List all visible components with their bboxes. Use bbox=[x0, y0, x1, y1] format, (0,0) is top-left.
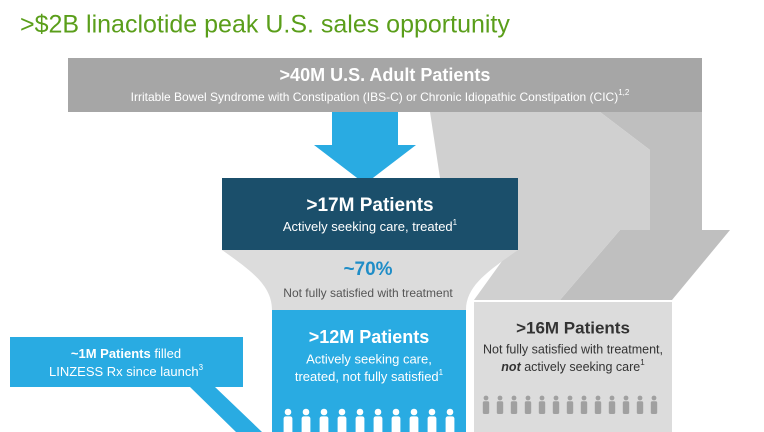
node-label: >40M U.S. Adult Patients bbox=[280, 65, 491, 85]
icon-body bbox=[524, 401, 532, 414]
text: Actively seeking care, treated bbox=[283, 219, 453, 234]
icon-body bbox=[594, 401, 602, 414]
icon-body bbox=[510, 401, 518, 414]
icon-body bbox=[608, 401, 616, 414]
icon-body bbox=[337, 416, 347, 432]
icon-head bbox=[525, 395, 531, 401]
node-label: >16M Patients bbox=[516, 318, 630, 337]
arrow bbox=[314, 112, 416, 184]
icon-body bbox=[482, 401, 490, 414]
node-text: Actively seeking care, treated1 bbox=[283, 218, 458, 234]
text: filled bbox=[151, 346, 181, 361]
icon-body bbox=[650, 401, 658, 414]
icon-body bbox=[622, 401, 630, 414]
icon-head bbox=[623, 395, 629, 401]
node-label: >17M Patients bbox=[306, 195, 433, 216]
icon-body bbox=[283, 416, 293, 432]
icon-body bbox=[445, 416, 455, 432]
icon-head bbox=[410, 408, 418, 416]
icon-body bbox=[355, 416, 365, 432]
icon-head bbox=[595, 395, 601, 401]
icon-body bbox=[538, 401, 546, 414]
top-box bbox=[68, 58, 702, 112]
callout bbox=[10, 337, 262, 432]
icon-body bbox=[391, 416, 401, 432]
text: actively seeking care bbox=[521, 360, 641, 374]
node-label: >12M Patients bbox=[309, 327, 430, 347]
sup: 1 bbox=[439, 368, 444, 377]
label: ~1M Patients bbox=[71, 346, 151, 361]
node-text: Irritable Bowel Syndrome with Constipati… bbox=[131, 88, 630, 104]
icon-head bbox=[338, 408, 346, 416]
icon-head bbox=[511, 395, 517, 401]
icon-head bbox=[483, 395, 489, 401]
sup: 1,2 bbox=[618, 88, 630, 97]
emphasis: not bbox=[501, 360, 521, 374]
icon-head bbox=[392, 408, 400, 416]
icon-body bbox=[496, 401, 504, 414]
gray-flow-inner bbox=[430, 112, 650, 300]
people-icons bbox=[283, 395, 658, 432]
icon-body bbox=[580, 401, 588, 414]
icon-body bbox=[373, 416, 383, 432]
icon-head bbox=[320, 408, 328, 416]
dark-box bbox=[222, 178, 518, 250]
icon-head bbox=[374, 408, 382, 416]
sup: 1 bbox=[640, 358, 645, 367]
icon-body bbox=[427, 416, 437, 432]
gray-flow bbox=[560, 112, 730, 300]
icon-body bbox=[319, 416, 329, 432]
text: LINZESS Rx since launch bbox=[49, 364, 199, 379]
icon-head bbox=[651, 395, 657, 401]
icon-head bbox=[581, 395, 587, 401]
icon-head bbox=[609, 395, 615, 401]
percent: ~70% bbox=[343, 259, 392, 280]
node-text: Not fully satisfied with treatment, bbox=[483, 342, 663, 356]
title: >$2B linaclotide peak U.S. sales opportu… bbox=[20, 11, 510, 39]
text: Irritable Bowel Syndrome with Constipati… bbox=[131, 90, 619, 104]
sup: 3 bbox=[199, 363, 204, 372]
callout-text: ~1M Patients filled bbox=[71, 346, 181, 361]
node-text: Actively seeking care, bbox=[306, 351, 432, 366]
icon-head bbox=[553, 395, 559, 401]
icon-body bbox=[301, 416, 311, 432]
text: treated, not fully satisfied bbox=[295, 369, 439, 384]
callout-text: LINZESS Rx since launch3 bbox=[49, 363, 204, 379]
icon-body bbox=[636, 401, 644, 414]
icon-head bbox=[446, 408, 454, 416]
icon-body bbox=[566, 401, 574, 414]
node-text: treated, not fully satisfied1 bbox=[295, 368, 444, 384]
icon-body bbox=[409, 416, 419, 432]
node-text: not actively seeking care1 bbox=[501, 358, 645, 374]
icon-head bbox=[497, 395, 503, 401]
sup: 1 bbox=[453, 218, 458, 227]
icon-head bbox=[539, 395, 545, 401]
funnel bbox=[222, 250, 518, 310]
icon-head bbox=[284, 408, 292, 416]
icon-head bbox=[428, 408, 436, 416]
icon-head bbox=[637, 395, 643, 401]
icon-body bbox=[552, 401, 560, 414]
icon-head bbox=[302, 408, 310, 416]
icon-head bbox=[356, 408, 364, 416]
node-text: Not fully satisfied with treatment bbox=[283, 286, 453, 300]
icon-head bbox=[567, 395, 573, 401]
